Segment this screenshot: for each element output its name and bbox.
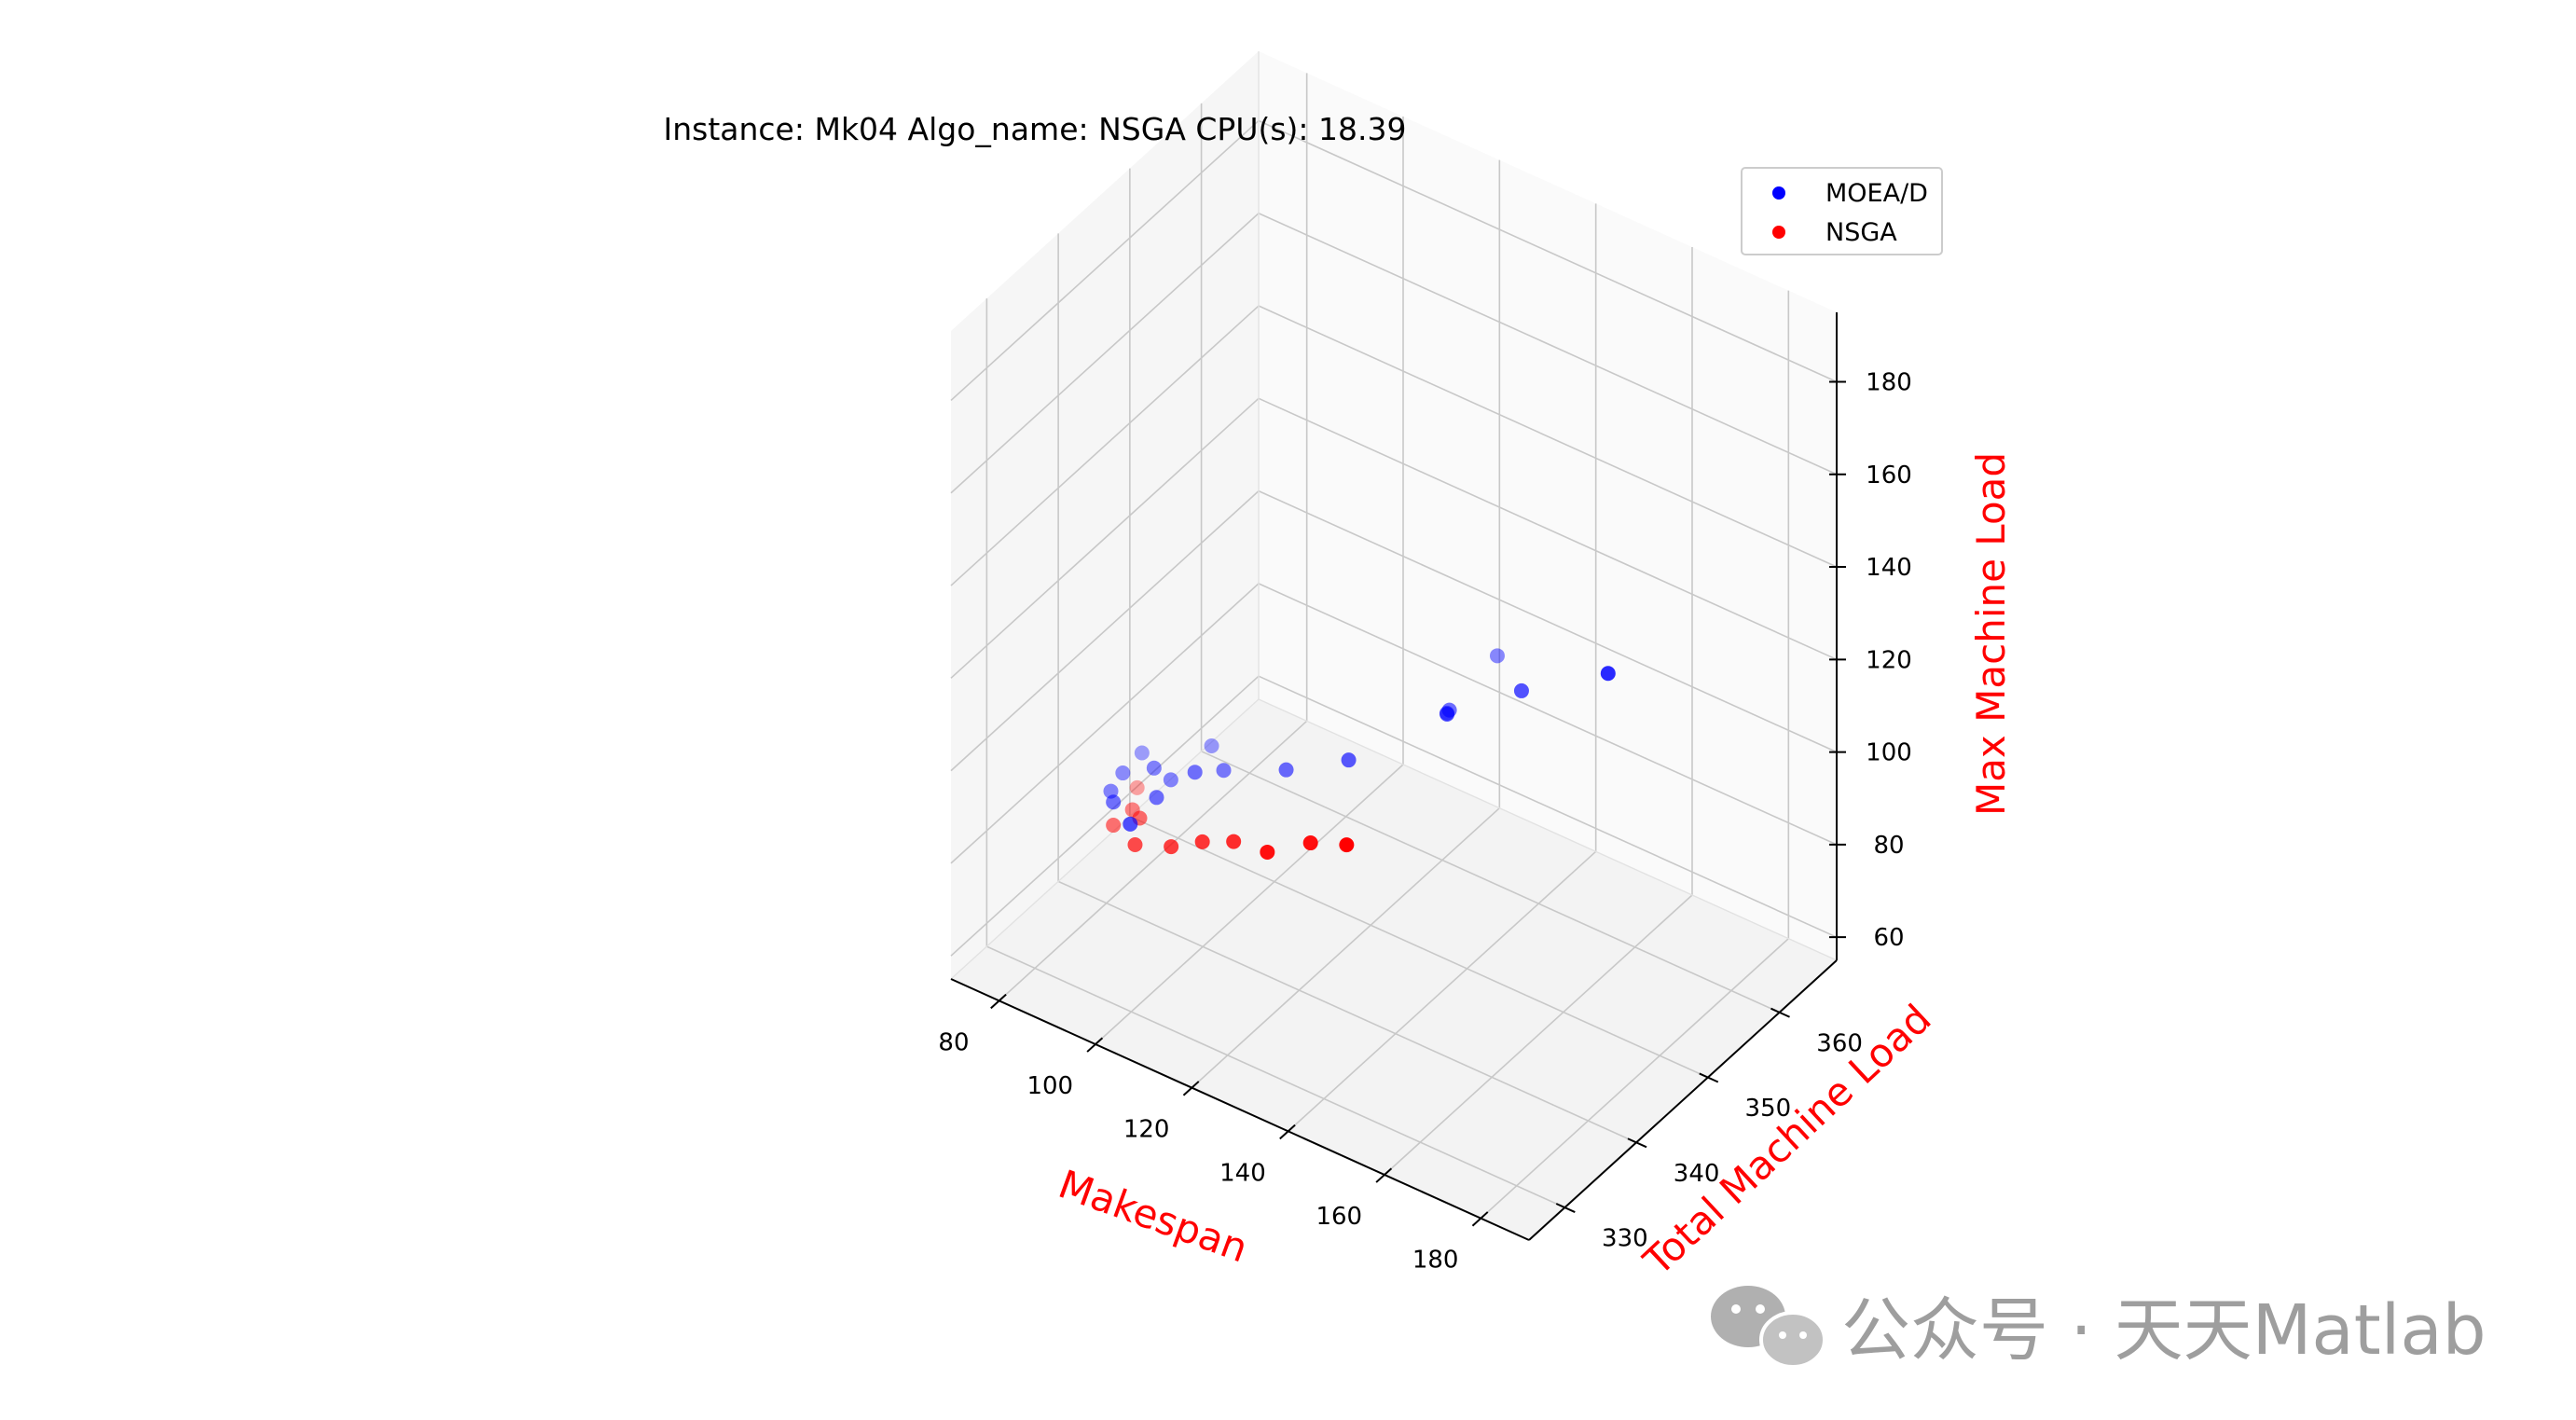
legend-label-nsga: NSGA	[1825, 218, 1897, 247]
nsga-point	[1164, 839, 1179, 855]
watermark: 公众号 · 天天Matlab	[1711, 1286, 2486, 1371]
nsga-point	[1226, 834, 1242, 849]
legend-marker-moead	[1772, 186, 1785, 200]
y-tick-label: 350	[1745, 1095, 1792, 1123]
z-grid-line	[950, 119, 1260, 402]
nsga-point	[1127, 837, 1143, 853]
z-grid-line	[950, 583, 1260, 864]
chart-title: Instance: Mk04 Algo_name: NSGA CPU(s): 1…	[664, 111, 1407, 147]
axis-panes	[951, 51, 1837, 1240]
z-tick-label: 60	[1873, 924, 1904, 952]
moead-point	[1600, 666, 1616, 682]
z-tick-label: 160	[1866, 462, 1912, 489]
x-grid-line	[1288, 850, 1597, 1132]
x-tick-label: 120	[1123, 1116, 1170, 1144]
z-grid-line	[1258, 397, 1838, 661]
nsga-point	[1302, 835, 1318, 851]
x-tick-label: 80	[938, 1028, 969, 1056]
moead-point	[1106, 794, 1122, 810]
floor-pane	[951, 699, 1837, 1240]
pane-edge	[1258, 698, 1838, 961]
data-points	[1103, 648, 1616, 860]
moead-point	[1187, 765, 1203, 780]
x-tick-mark	[1086, 1037, 1104, 1053]
y-tick-mark	[1627, 1137, 1647, 1149]
x-grid-line	[1480, 938, 1789, 1220]
y-axis-line	[1528, 959, 1838, 1241]
nsga-point	[1106, 818, 1122, 834]
moead-point	[1146, 760, 1162, 776]
z-grid-line	[1258, 675, 1838, 938]
moead-point	[1513, 682, 1529, 698]
nsga-point	[1339, 837, 1355, 853]
x-tick-label: 160	[1316, 1203, 1362, 1231]
nsga-point	[1260, 844, 1275, 860]
x-grid-line	[999, 720, 1308, 1001]
axis-ticks: 80 100 120 140 160 180 330 340 350 360 60 80 100 120 1…	[938, 368, 1911, 1274]
watermark-text: 公众号 · 天天Matlab	[1841, 1290, 2486, 1371]
x-grid-line	[1095, 764, 1404, 1045]
moead-point	[1341, 752, 1357, 768]
moead-point	[1149, 790, 1164, 806]
moead-point	[1134, 745, 1150, 761]
axis-lines	[950, 312, 1838, 1241]
x-tick-mark	[990, 993, 1007, 1010]
nsga-point	[1194, 834, 1210, 849]
z-grid-line	[1258, 489, 1838, 753]
y-grid-line	[1057, 880, 1637, 1144]
legend-box	[1741, 167, 1943, 255]
nsga-point	[1129, 779, 1145, 795]
y-tick-mark	[1770, 1007, 1790, 1018]
x-tick-label: 100	[1026, 1072, 1073, 1100]
x-tick-mark	[1182, 1081, 1200, 1096]
z-grid-line	[1258, 119, 1838, 383]
z-grid-line	[950, 675, 1260, 957]
x-grid-line	[1191, 807, 1500, 1089]
z-grid-line	[1258, 213, 1838, 476]
y-tick-label: 360	[1816, 1029, 1863, 1057]
y-tick-mark	[1699, 1072, 1719, 1083]
moead-point	[1204, 738, 1219, 753]
moead-point	[1123, 816, 1138, 832]
z-tick-label: 140	[1866, 554, 1912, 582]
x-grid-line	[1384, 894, 1693, 1176]
pane-edge	[950, 698, 1260, 980]
x-tick-label: 180	[1412, 1247, 1459, 1275]
legend: MOEA/D NSGA	[1741, 167, 1943, 255]
wechat-icon	[1711, 1286, 1826, 1369]
z-grid-line	[950, 305, 1260, 586]
grid-lines	[950, 51, 1838, 1220]
z-axis-title: Max Machine Load	[1968, 452, 2014, 816]
z-grid-line	[950, 213, 1260, 494]
moead-point	[1489, 648, 1505, 664]
z-tick-label: 80	[1873, 832, 1904, 860]
z-grid-line	[1258, 583, 1838, 846]
x-tick-label: 140	[1219, 1159, 1266, 1187]
y-grid-line	[1129, 815, 1709, 1079]
moead-point	[1115, 765, 1131, 781]
z-grid-line	[950, 490, 1260, 772]
x-tick-mark	[1471, 1211, 1489, 1227]
x-tick-mark	[1279, 1124, 1296, 1140]
z-tick-label: 120	[1866, 646, 1912, 674]
y-tick-label: 330	[1602, 1225, 1648, 1253]
z-grid-line	[1258, 305, 1838, 568]
y-tick-label: 340	[1674, 1160, 1720, 1188]
z-tick-label: 100	[1866, 739, 1912, 767]
moead-point	[1163, 772, 1178, 788]
legend-label-moead: MOEA/D	[1825, 179, 1928, 208]
y-grid-line	[986, 945, 1565, 1208]
y-grid-line	[1201, 751, 1780, 1013]
x-tick-mark	[1375, 1167, 1393, 1183]
z-tick-label: 180	[1866, 368, 1912, 396]
y-tick-mark	[1555, 1203, 1576, 1213]
legend-marker-nsga	[1772, 226, 1785, 239]
z-grid-line	[950, 397, 1260, 679]
moead-point	[1440, 706, 1455, 722]
x-axis-line	[950, 978, 1530, 1241]
moead-point	[1278, 762, 1294, 778]
moead-point	[1216, 763, 1232, 779]
